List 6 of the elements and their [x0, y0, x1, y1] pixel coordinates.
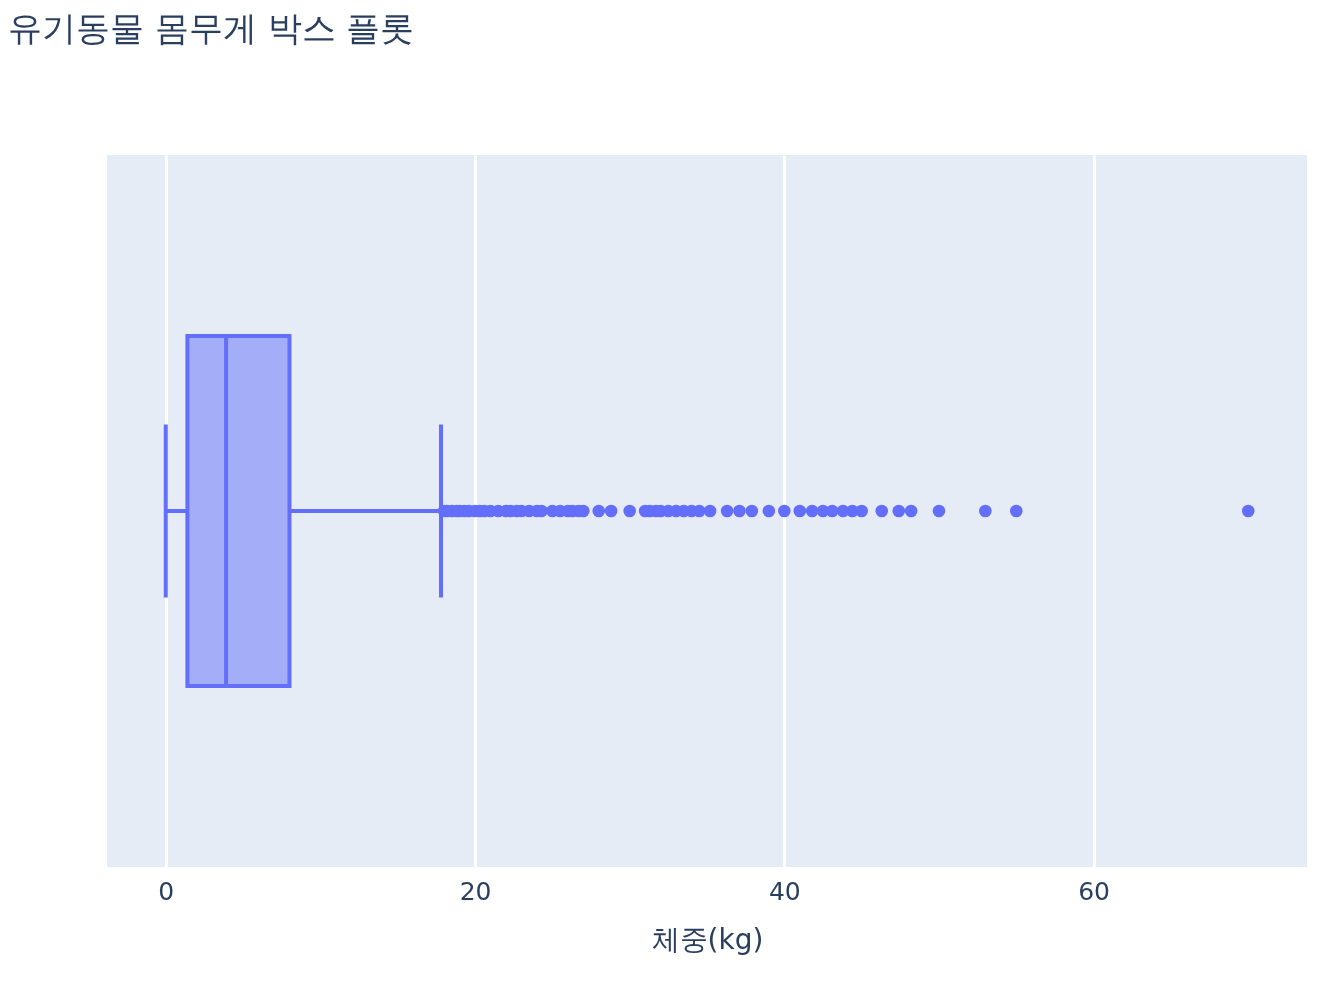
x-tick-label: 0 [158, 876, 175, 906]
x-tick-label: 20 [459, 876, 492, 906]
x-tick-label: 40 [768, 876, 801, 906]
x-tick-label: 60 [1078, 876, 1110, 906]
chart-title: 유기동물 몸무게 박스 플롯 [8, 8, 415, 48]
x-axis-title: 체중(kg) [651, 922, 764, 956]
